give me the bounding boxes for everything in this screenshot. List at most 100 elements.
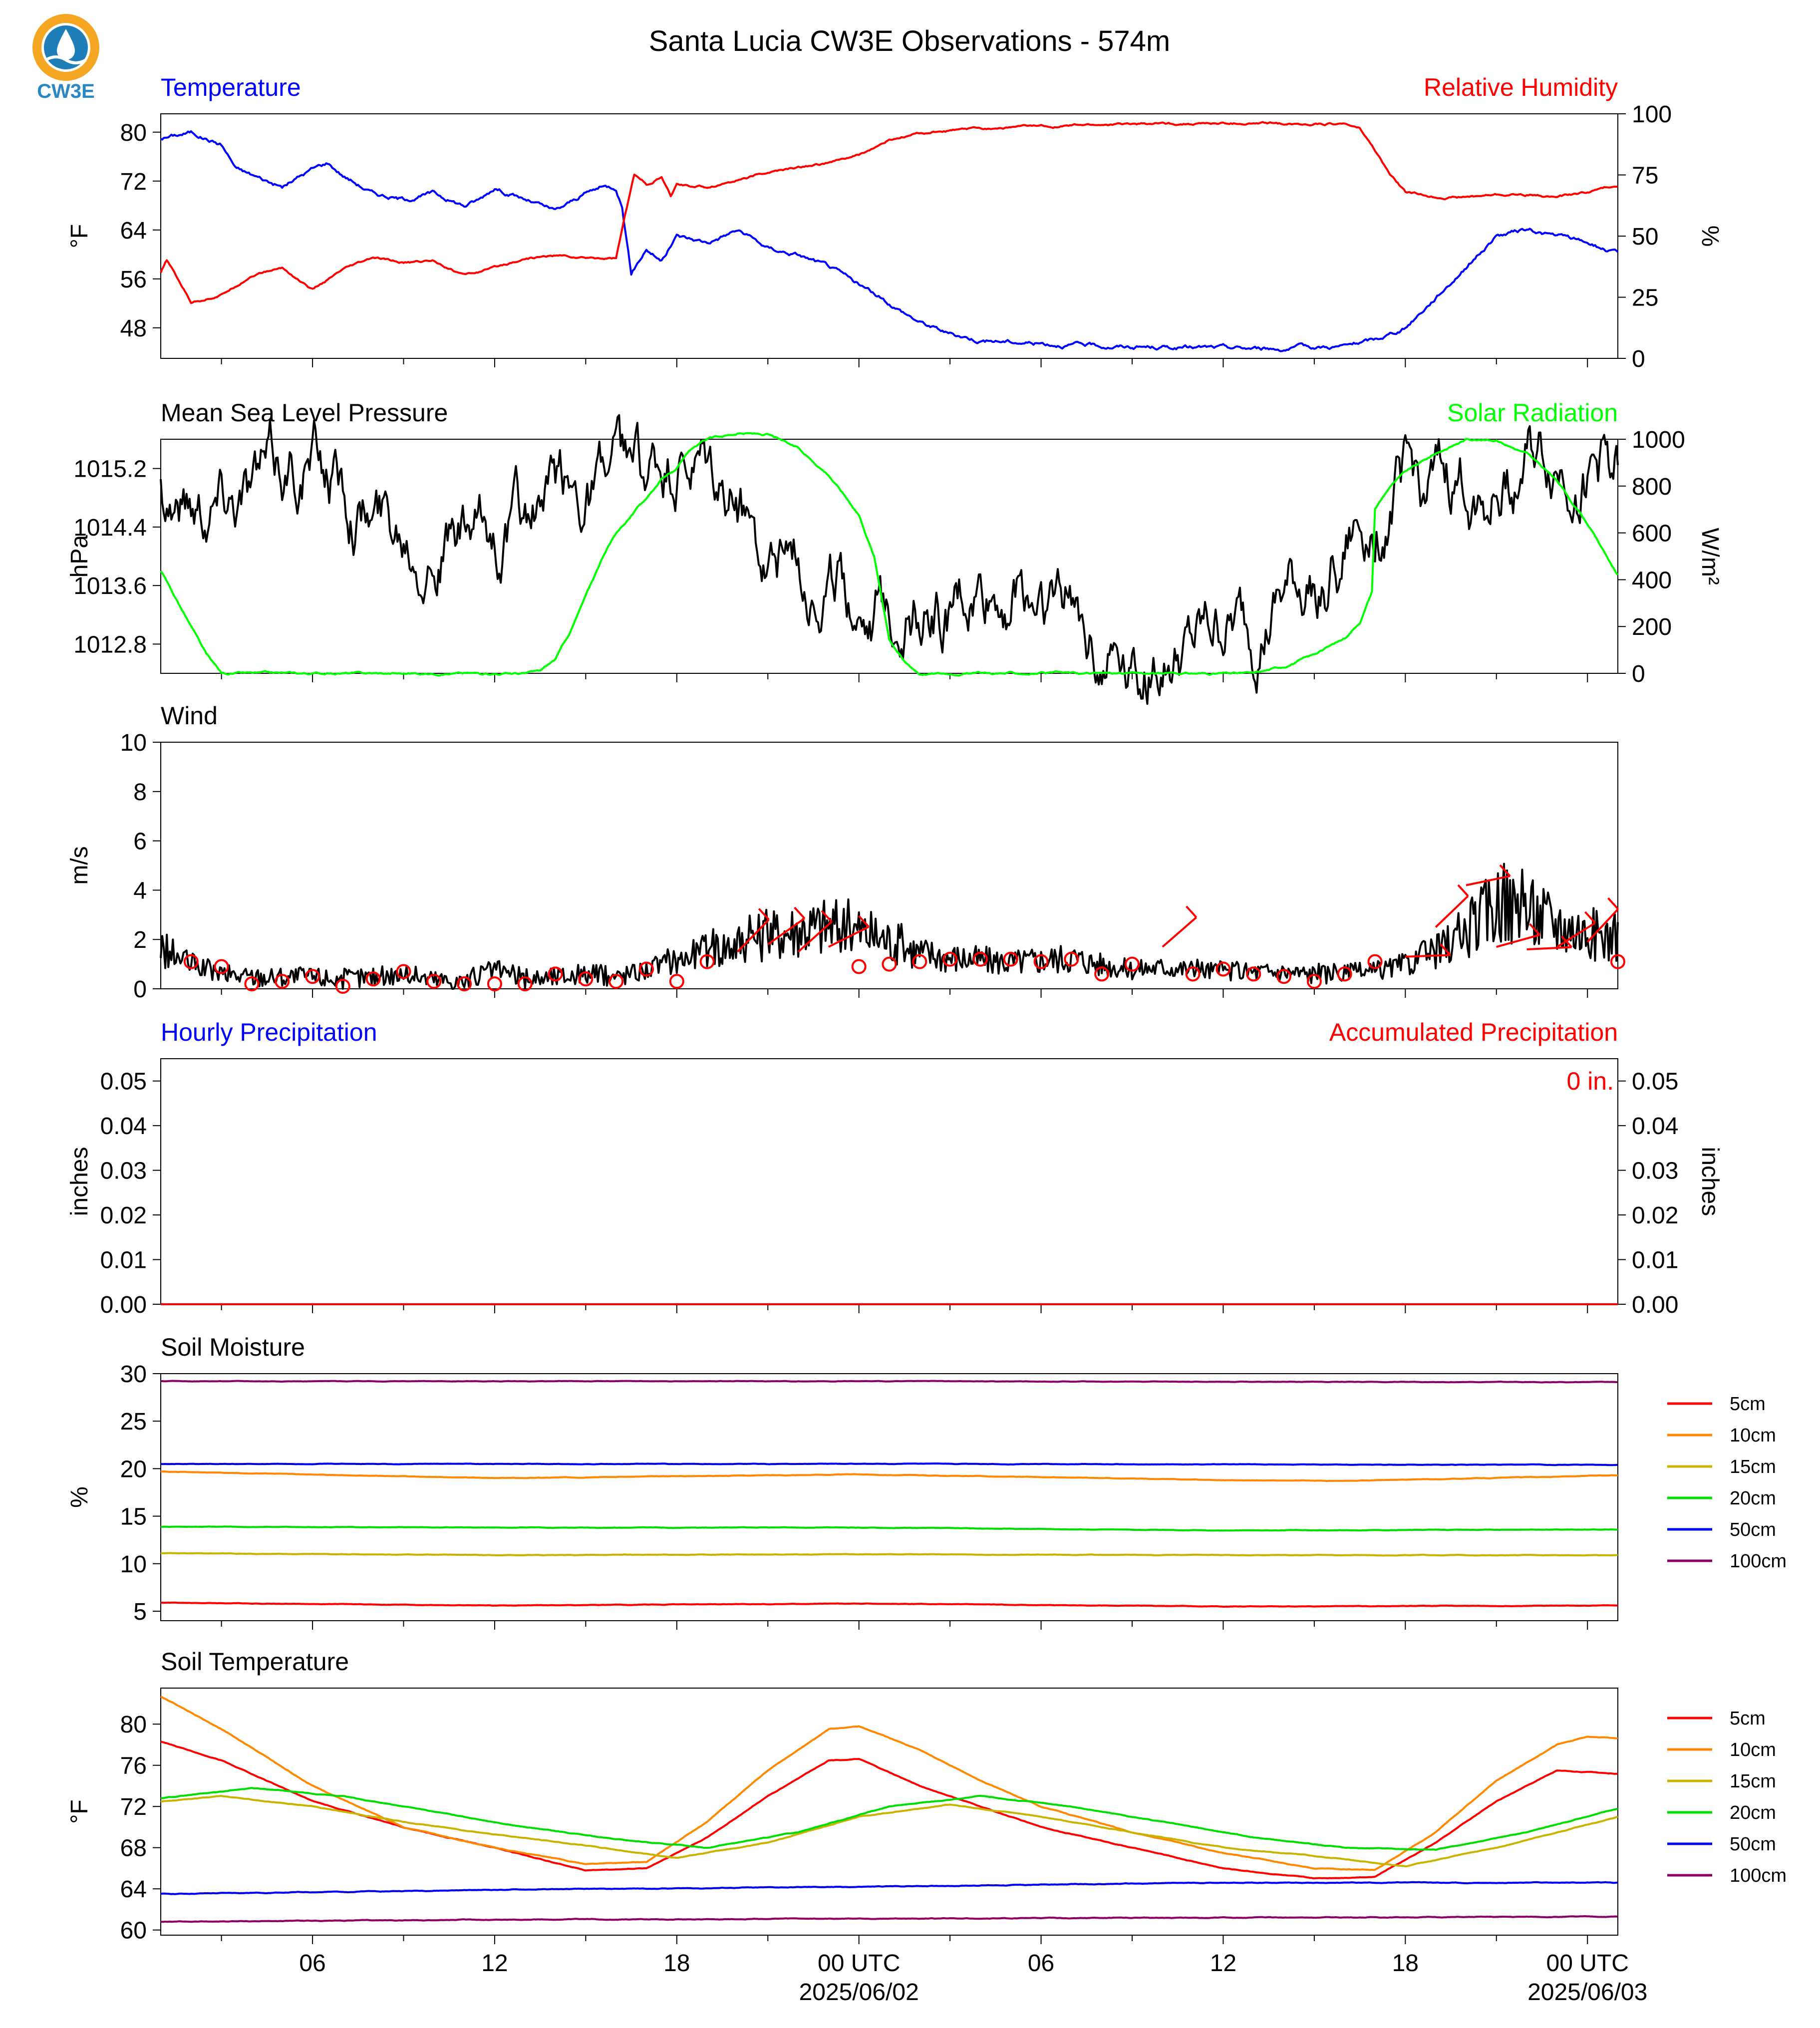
y2-tick-label: 100 <box>1632 101 1672 128</box>
calm-wind-marker <box>1033 954 1049 969</box>
calm-wind-marker <box>305 969 320 984</box>
y2-tick-label: 0.00 <box>1632 1292 1678 1318</box>
wind-barb-flag <box>1528 923 1540 936</box>
y2-tick-label: 0.02 <box>1632 1202 1678 1229</box>
y2-tick-label: 800 <box>1632 474 1672 500</box>
panel-2: Wind 0 2 4 6 8 10 m/s <box>66 702 1625 1003</box>
legend-label: 15cm <box>1730 1771 1776 1792</box>
legend-label: 100cm <box>1730 1865 1787 1886</box>
x-tick-label: 00 UTC <box>818 1950 900 1977</box>
panel-title-left: Wind <box>161 702 218 730</box>
y2-tick-label: 75 <box>1632 163 1658 189</box>
series-line-20cm <box>160 1787 1618 1851</box>
y-tick-label: 2 <box>133 927 147 953</box>
calm-wind-marker <box>851 959 867 974</box>
x-tick-label: 06 <box>299 1950 325 1977</box>
y2-tick-label: 0.05 <box>1632 1069 1678 1095</box>
y-tick-label: 0.05 <box>100 1069 147 1095</box>
figure-title: Santa Lucia CW3E Observations - 574m <box>649 25 1170 57</box>
calm-wind-marker <box>457 976 472 992</box>
calm-wind-marker <box>214 959 229 974</box>
y-tick-label: 0.04 <box>100 1113 147 1140</box>
y-tick-label: 76 <box>120 1753 147 1779</box>
series-line-10cm <box>160 1696 1618 1871</box>
y2-tick-label: 25 <box>1632 285 1658 311</box>
y2-tick-label: 600 <box>1632 521 1672 547</box>
wind-barb <box>737 919 770 953</box>
y-axis-label: hPa <box>66 535 93 578</box>
accumulated-total-label: 0 in. <box>1566 1067 1614 1095</box>
series-line-15cm <box>160 1552 1618 1557</box>
y-axis-label: inches <box>66 1147 93 1216</box>
panel-title-right: Relative Humidity <box>1424 73 1618 101</box>
calm-wind-marker <box>639 961 654 977</box>
calm-wind-marker <box>699 954 715 969</box>
y2-axis-label: W/m² <box>1697 528 1723 585</box>
wind-barb <box>1496 934 1540 948</box>
panel-title-left: Soil Moisture <box>161 1333 305 1361</box>
wind-barb-flag <box>794 906 806 919</box>
y2-tick-label: 1000 <box>1632 427 1685 453</box>
y-tick-label: 0.01 <box>100 1247 147 1274</box>
panel-3: Hourly Precipitation Accumulated Precipit… <box>66 1018 1723 1318</box>
y2-tick-label: 0 <box>1632 661 1645 687</box>
series-line-100cm <box>160 1380 1618 1384</box>
y-tick-label: 5 <box>133 1599 147 1625</box>
calm-wind-marker <box>1125 956 1140 972</box>
panel-5: Soil Temperature 60 64 68 72 76 80 °F 06 12 18 00 U… <box>66 1648 1787 2006</box>
calm-wind-marker <box>882 956 897 972</box>
y-tick-label: 64 <box>120 218 147 244</box>
y-tick-label: 1015.2 <box>73 456 147 483</box>
y-tick-label: 60 <box>120 1918 147 1944</box>
y-tick-label: 15 <box>120 1504 147 1530</box>
series-line-temperature <box>160 130 1619 352</box>
calm-wind-marker <box>578 971 594 987</box>
panels: Temperature Relative Humidity4856647280°F… <box>66 73 1787 2006</box>
calm-wind-marker <box>669 974 684 989</box>
y-axis-label: °F <box>66 1799 93 1824</box>
calm-wind-marker <box>972 951 988 967</box>
calm-wind-marker <box>548 966 563 982</box>
y2-tick-label: 0 <box>1632 346 1645 372</box>
x-tick-label: 06 <box>1028 1950 1054 1977</box>
y2-tick-label: 50 <box>1632 224 1658 250</box>
y2-axis-label: % <box>1697 226 1723 247</box>
wind-barb-flag <box>1607 897 1619 910</box>
calm-wind-marker <box>365 971 381 987</box>
wind-barb <box>1162 916 1197 948</box>
y-tick-label: 10 <box>120 1551 147 1578</box>
y2-tick-label: 200 <box>1632 614 1672 640</box>
y-tick-label: 72 <box>120 169 147 195</box>
series-line-5cm <box>161 1601 1618 1608</box>
y-tick-label: 0.02 <box>100 1202 147 1229</box>
legend-label: 100cm <box>1730 1551 1787 1572</box>
calm-wind-marker <box>244 976 260 992</box>
calm-wind-marker <box>1185 966 1201 982</box>
y-tick-label: 68 <box>120 1835 147 1862</box>
y-axis-label: % <box>66 1486 93 1508</box>
y-tick-label: 48 <box>120 315 147 342</box>
calm-wind-marker <box>335 979 350 994</box>
panel-4: Soil Moisture 5 10 15 20 25 30% 5cm 10cm 15cm 20cm… <box>66 1333 1787 1630</box>
x-tick-date-label: 2025/06/03 <box>1527 1979 1647 2006</box>
wind-barb <box>1466 875 1511 886</box>
panel-title-left: Temperature <box>161 73 301 101</box>
wind-barb-flag <box>858 915 870 928</box>
wind-barb <box>1586 908 1619 943</box>
y-tick-label: 0 <box>133 976 147 1003</box>
y-axis-label: m/s <box>66 846 93 884</box>
calm-wind-marker <box>942 951 958 967</box>
calm-wind-marker <box>426 974 442 989</box>
calm-wind-marker <box>1003 951 1018 967</box>
logo-text: CW3E <box>37 80 95 102</box>
y-tick-label: 30 <box>120 1361 147 1388</box>
calm-wind-marker <box>912 954 927 969</box>
wind-barb-flag <box>821 910 833 923</box>
calm-wind-marker <box>1246 966 1261 982</box>
wind-barb-flag <box>1439 943 1451 956</box>
calm-wind-marker <box>608 974 624 989</box>
y-tick-label: 25 <box>120 1409 147 1435</box>
calm-wind-marker <box>1337 966 1352 982</box>
